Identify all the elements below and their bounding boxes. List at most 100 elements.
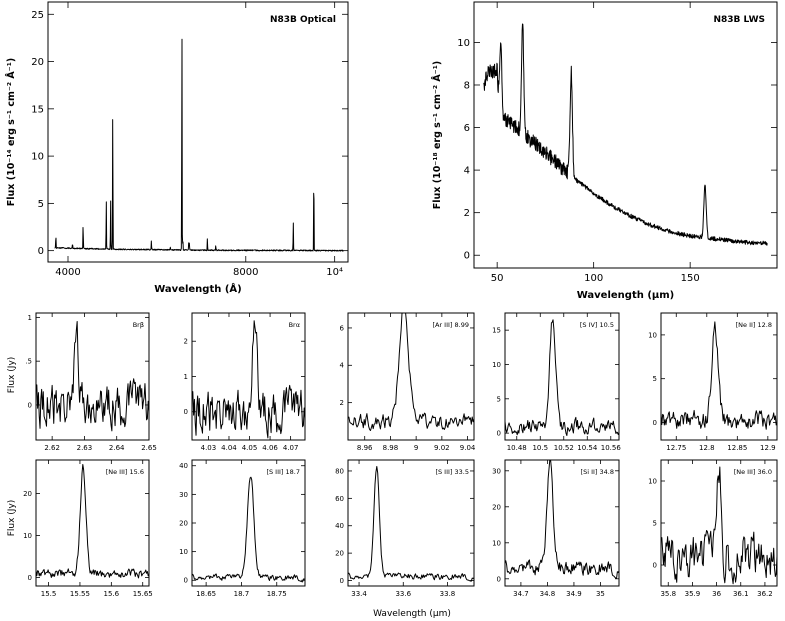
y-tick-label: 10 [492,361,501,369]
x-tick-label: 10.54 [577,444,598,452]
x-tick-label: 4.03 [201,444,217,452]
y-tick-label: 1 [184,373,188,381]
y-tick-label: 4 [340,362,345,370]
spectrum-line [54,38,344,252]
x-tick-label: 34.8 [540,590,556,598]
y-tick-label: 5 [653,375,657,383]
row2-ylabel: Flux (Jy) [7,500,17,537]
plot-frame [473,1,778,269]
y-tick-label: 15 [492,327,501,335]
x-tick-label: 8.98 [383,444,399,452]
x-tick-label: 34.7 [513,590,529,598]
y-tick-label: 80 [335,467,344,475]
y-tick-label: 20 [335,550,344,558]
x-tick-label: 10.56 [601,444,622,452]
panel-ne3-36: 35.8 35.9 36 36.1 36.2 0 5 10 [Ne III] 36.0 [648,459,778,598]
x-tick-label: 2.64 [109,444,125,452]
x-tick-label: 4.04 [221,444,237,452]
x-tick-label: 36.1 [733,590,749,598]
y-tick-label: 20 [492,503,501,511]
x-tick-label: 15.55 [70,590,90,598]
x-tick-label: 9.04 [460,444,476,452]
panel-s3-33: 33.4 33.6 33.8 0 20 40 60 80 [S III] 33.5 [335,459,475,598]
y-tick-label: 0 [340,577,344,585]
y-tick-label: 60 [335,495,344,503]
plot-frame [35,459,150,587]
x-tick-label: 4.06 [262,444,278,452]
x-tick-label: 12.9 [760,444,776,452]
x-tick-label: 4.05 [242,444,258,452]
y-tick-label: 0 [184,408,188,416]
spectrum-line [35,320,150,432]
y-tick-label: 0 [497,575,501,583]
y-tick-label: 30 [492,467,501,475]
line-label: [S III] 18.7 [266,468,300,476]
y-tick-label: 0 [497,430,501,438]
line-label: [Ne III] 15.6 [106,468,144,476]
panel-ne3-15: 15.5 15.55 15.6 15.65 0 10 20 [Ne III] 15.6 [23,459,153,598]
y-tick-label: 0 [28,401,32,409]
x-tick-label: 18.75 [267,590,287,598]
x-tick-label: 10.5 [532,444,548,452]
x-tick-label: 35 [596,590,605,598]
x-tick-label: 33.6 [395,590,411,598]
y-tick-label: 4 [464,166,470,177]
y-tick-label: 2 [464,208,470,219]
y-tick-label: 20 [23,490,32,498]
panel-s4: 10.48 10.5 10.52 10.54 10.56 0 5 10 15 [S IV] 10.… [492,312,622,452]
line-label: [S IV] 10.5 [580,321,614,329]
x-tick-label: 18.65 [196,590,216,598]
line-label: [S III] 33.5 [435,468,469,476]
x-tick-label: 100 [584,273,603,284]
y-tick-label: 0 [653,419,657,427]
x-tick-label: 4000 [55,267,80,278]
x-tick-label: 12.75 [666,444,686,452]
panel-title: N83B LWS [714,15,766,25]
y-tick-label: 15 [31,104,44,115]
x-tick-label: 9 [414,444,418,452]
plot-frame [347,459,475,587]
x-tick-label: 12.8 [699,444,715,452]
panel-br-alpha: 4.03 4.04 4.05 4.06 4.07 0 1 2 Brα [184,312,306,452]
x-tick-label: 2.65 [141,444,157,452]
y-tick-label: 0 [38,246,44,257]
spectrum-line [504,319,620,436]
spectrum-line [191,320,306,439]
y-tick-label: 40 [335,522,344,530]
panel-s3-18: 18.65 18.7 18.75 0 10 20 30 40 [S III] 18.7 [179,459,306,598]
x-tick-label: 50 [491,273,504,284]
row1-ylabel: Flux (Jy) [7,357,17,394]
x-tick-label: 4.07 [283,444,299,452]
spectrum-line [347,465,475,582]
plot-frame [47,1,349,263]
x-axis-label: Wavelength (Å) [154,282,241,295]
y-tick-label: 10 [179,548,188,556]
x-tick-label: 33.8 [440,590,456,598]
y-tick-label: 40 [179,462,188,470]
small-panels-xlabel: Wavelength (μm) [373,609,451,619]
panel-ne2: 12.75 12.8 12.85 12.9 0 5 10 [Ne II] 12.8 [648,312,778,452]
y-tick-label: 30 [179,491,188,499]
spectrum-line [660,466,778,585]
x-tick-label: 12.85 [727,444,747,452]
plot-frame [347,312,475,441]
x-tick-label: 10.48 [507,444,527,452]
panel-si2: 34.7 34.8 34.9 35 0 10 20 30 [Si II] 34.8 [492,459,620,598]
x-tick-label: 2.62 [44,444,60,452]
y-tick-label: 0 [184,577,188,585]
plot-frame [35,312,150,441]
y-tick-label: 20 [31,57,44,68]
line-label: Brα [289,321,300,329]
line-label: Brβ [133,321,144,329]
spectrum-line [483,23,768,246]
spectrum-line [504,459,620,579]
panel-title: N83B Optical [270,15,336,25]
y-tick-label: 5 [38,199,44,210]
plot-frame [191,459,306,587]
x-tick-label: 33.4 [351,590,367,598]
line-label: [Si II] 34.8 [581,468,614,476]
line-label: [Ne II] 12.8 [736,321,772,329]
y-tick-label: 5 [497,395,501,403]
x-tick-label: 35.9 [685,590,701,598]
